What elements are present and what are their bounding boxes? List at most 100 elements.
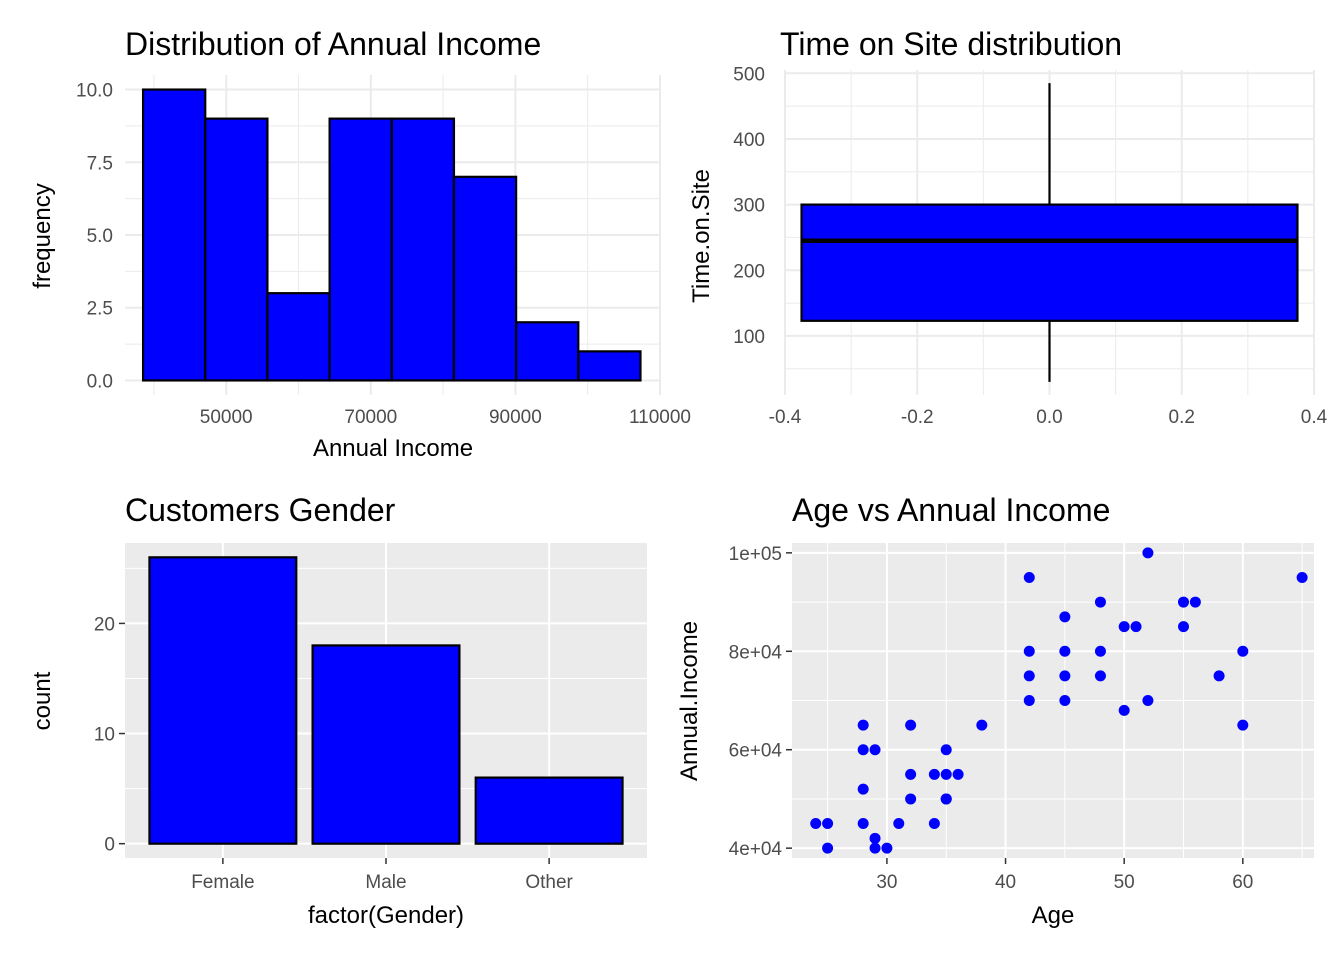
tick-label: 0.0 <box>87 371 113 392</box>
chart-title: Age vs Annual Income <box>792 492 1110 528</box>
scatter-point <box>1094 596 1106 608</box>
y-axis-label: Time.on.Site <box>688 169 715 303</box>
x-tick-labels: 50000 70000 90000 110000 <box>200 407 691 428</box>
scatter-point <box>1118 621 1130 633</box>
time-on-site-boxplot-panel: Time on Site distribution -0.4 -0.2 0.0 0.2… <box>688 26 1328 428</box>
age-income-scatter-panel: Age vs Annual Income 30 40 50 60 4e+04 6e+04… <box>676 492 1314 929</box>
scatter-point <box>905 768 917 780</box>
tick-label: 20 <box>94 614 115 635</box>
y-tick-labels: 4e+04 6e+04 8e+04 1e+05 <box>729 544 792 860</box>
tick-label: -0.4 <box>769 407 802 428</box>
x-tick-labels: -0.4 -0.2 0.0 0.2 0.4 <box>769 407 1328 428</box>
gender-bar <box>311 644 461 845</box>
scatter-point <box>940 793 952 805</box>
scatter-point <box>1059 611 1071 623</box>
scatter-point <box>1142 547 1154 559</box>
tick-label: 8e+04 <box>729 642 783 663</box>
scatter-point <box>857 719 869 731</box>
tick-label: 70000 <box>344 407 397 428</box>
scatter-point <box>810 818 822 830</box>
tick-label: 7.5 <box>87 153 113 174</box>
scatter-point <box>1118 704 1130 716</box>
histogram-bar <box>515 321 580 382</box>
y-axis-label: Annual.Income <box>676 621 703 781</box>
tick-label: 5.0 <box>87 226 113 247</box>
gender-bar <box>148 556 298 845</box>
tick-label: 400 <box>733 130 765 151</box>
scatter-point <box>928 768 940 780</box>
scatter-point <box>1023 695 1035 706</box>
scatter-point <box>857 783 869 795</box>
scatter-point <box>1189 596 1201 608</box>
scatter-point <box>869 744 881 756</box>
x-axis-label: Annual Income <box>313 435 473 462</box>
gender-bar <box>474 776 624 845</box>
scatter-point <box>1142 695 1154 706</box>
scatter-point <box>1094 645 1106 657</box>
gender-bars <box>148 556 624 845</box>
tick-label: Other <box>525 872 573 893</box>
tick-label: Male <box>365 872 406 893</box>
tick-label: 40 <box>995 872 1016 893</box>
tick-label: 90000 <box>489 407 542 428</box>
y-tick-labels: 0 10 20 <box>94 614 125 856</box>
scatter-point <box>1178 596 1189 608</box>
tick-label: 60 <box>1232 872 1253 893</box>
grid <box>792 543 1314 858</box>
tick-label: 0.4 <box>1301 407 1328 428</box>
histogram-bar <box>328 117 393 382</box>
histogram-bar <box>577 350 642 382</box>
scatter-point <box>1059 670 1071 682</box>
scatter-point <box>1237 719 1249 731</box>
x-tick-labels: 30 40 50 60 <box>876 858 1253 893</box>
tick-label: 500 <box>733 64 765 85</box>
tick-label: 1e+05 <box>729 544 782 565</box>
scatter-point <box>940 768 952 780</box>
y-tick-labels: 0.0 2.5 5.0 7.5 10.0 <box>76 81 113 393</box>
scatter-point <box>822 842 834 854</box>
scatter-point <box>869 832 881 844</box>
box-iqr <box>800 203 1299 322</box>
chart-title: Time on Site distribution <box>780 26 1122 62</box>
histogram-bar <box>266 292 331 382</box>
scatter-point <box>1296 571 1308 583</box>
tick-label: -0.2 <box>901 407 934 428</box>
chart-title: Customers Gender <box>125 492 396 528</box>
scatter-point <box>857 818 869 830</box>
scatter-point <box>1023 571 1035 583</box>
tick-label: 10.0 <box>76 81 113 102</box>
tick-label: Female <box>191 872 254 893</box>
x-axis-label: factor(Gender) <box>308 902 464 929</box>
tick-label: 30 <box>876 872 897 893</box>
histogram-bar <box>204 117 269 382</box>
scatter-points <box>810 547 1308 854</box>
tick-label: 0 <box>104 835 115 856</box>
scatter-point <box>893 818 905 830</box>
scatter-point <box>881 842 893 854</box>
tick-label: 2.5 <box>87 299 113 320</box>
scatter-point <box>1213 670 1225 682</box>
scatter-point <box>952 768 964 780</box>
tick-label: 6e+04 <box>729 741 783 762</box>
tick-label: 300 <box>733 196 765 217</box>
scatter-point <box>976 719 988 731</box>
chart-title: Distribution of Annual Income <box>125 26 541 62</box>
scatter-point <box>1094 670 1106 682</box>
boxplot <box>800 83 1299 382</box>
tick-label: 10 <box>94 725 115 746</box>
y-axis-label: count <box>29 671 56 730</box>
x-tick-labels: Female Male Other <box>191 858 574 893</box>
tick-label: 0.2 <box>1169 407 1195 428</box>
histogram-bar <box>141 88 207 382</box>
scatter-point <box>1130 621 1142 633</box>
scatter-point <box>1059 645 1071 657</box>
scatter-point <box>869 842 881 854</box>
scatter-point <box>1023 645 1035 657</box>
tick-label: 50000 <box>200 407 253 428</box>
scatter-point <box>928 818 940 830</box>
tick-label: 4e+04 <box>729 839 783 860</box>
histogram-bar <box>452 175 518 382</box>
scatter-point <box>1023 670 1035 682</box>
tick-label: 50 <box>1114 872 1135 893</box>
